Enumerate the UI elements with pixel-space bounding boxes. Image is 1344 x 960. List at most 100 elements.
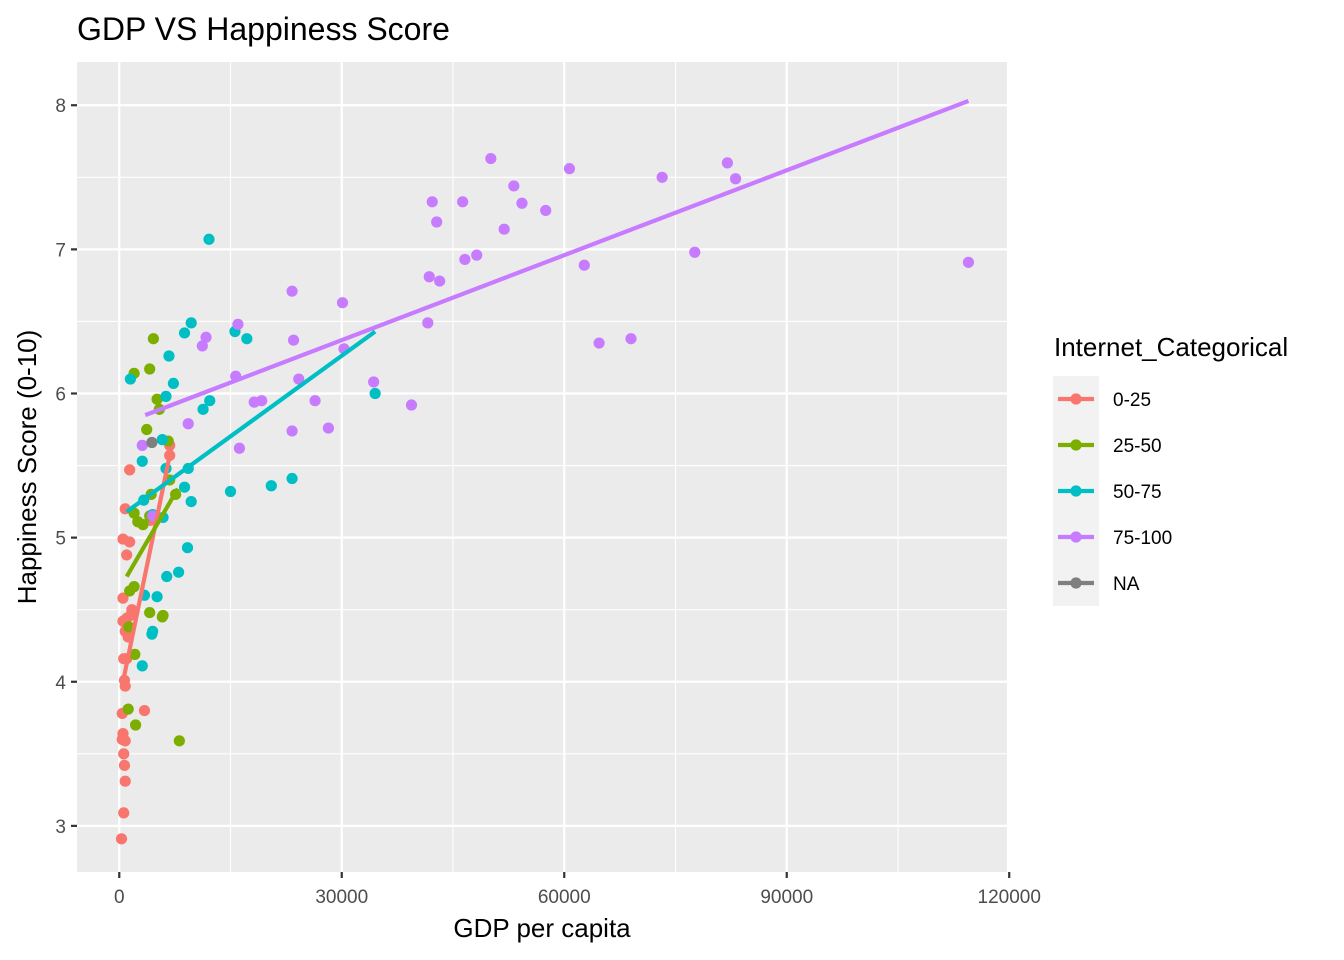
data-point (124, 464, 136, 476)
legend-items: 0-25 25-50 50-75 75-100 NA (1053, 376, 1172, 606)
legend: Internet_Categorical 0-25 25-50 50-75 75-10… (1053, 332, 1288, 606)
legend-key-point (1070, 439, 1082, 451)
data-point (173, 566, 185, 578)
data-point (129, 648, 141, 660)
legend-label: 50-75 (1113, 482, 1162, 503)
data-point (185, 317, 197, 329)
data-point (593, 337, 605, 349)
data-point (160, 390, 172, 402)
data-point (178, 481, 191, 493)
data-point (124, 373, 136, 385)
x-tick-label: 90000 (760, 887, 813, 908)
data-point (167, 377, 180, 390)
data-point (118, 807, 130, 819)
legend-key-point (1070, 393, 1082, 405)
data-point (185, 495, 197, 508)
legend-key-point (1070, 531, 1082, 543)
data-point (422, 317, 434, 329)
data-point (265, 480, 277, 492)
minor-gridlines (77, 62, 1007, 872)
data-point (336, 297, 349, 309)
x-tick-label: 0 (114, 887, 125, 908)
trend-line (144, 98, 970, 418)
trend-line (125, 329, 377, 514)
data-point (157, 609, 169, 622)
legend-title: Internet_Categorical (1054, 332, 1288, 362)
data-point (309, 395, 321, 407)
data-point (119, 775, 131, 787)
plot-panel (77, 62, 1007, 872)
data-point (233, 442, 246, 454)
data-point (197, 403, 209, 415)
legend-label: 0-25 (1113, 390, 1151, 411)
data-point (287, 334, 300, 346)
data-point (129, 719, 142, 731)
data-point (431, 216, 443, 228)
data-point (293, 373, 305, 385)
data-point (729, 173, 742, 185)
data-point (136, 660, 148, 672)
chart-title: GDP VS Happiness Score (77, 11, 450, 47)
data-point (147, 333, 159, 345)
legend-key-point (1070, 577, 1082, 589)
data-point (156, 434, 168, 446)
data-point (516, 197, 528, 209)
data-point (540, 204, 552, 217)
legend-label: 75-100 (1113, 528, 1172, 549)
x-axis-ticks: 0 30000 60000 90000 120000 (114, 872, 1041, 908)
data-point (423, 271, 435, 283)
y-axis-title: Happiness Score (0-10) (12, 330, 42, 605)
data-point (203, 233, 215, 245)
y-axis-ticks: 3 4 5 6 7 8 (55, 96, 77, 838)
data-point (656, 171, 668, 183)
data-point (173, 735, 185, 747)
data-point (286, 425, 298, 437)
data-point (721, 157, 734, 169)
data-point (122, 703, 134, 715)
y-tick-label: 6 (55, 384, 66, 405)
data-point (117, 533, 129, 545)
major-gridlines (77, 62, 1011, 872)
y-tick-label: 4 (55, 673, 66, 694)
data-point (286, 472, 298, 485)
data-point (232, 318, 244, 330)
data-point (117, 592, 129, 604)
legend-label: 25-50 (1113, 436, 1162, 457)
y-tick-label: 7 (55, 240, 66, 261)
data-point (563, 163, 576, 175)
data-point (689, 246, 701, 258)
data-point (118, 759, 131, 771)
data-point (161, 570, 173, 583)
data-point (508, 180, 520, 192)
x-tick-label: 120000 (978, 887, 1041, 908)
data-point (118, 748, 130, 760)
data-point (178, 327, 191, 339)
data-point (151, 393, 163, 405)
data-point (126, 604, 138, 616)
data-point (132, 516, 144, 528)
data-point (485, 152, 497, 165)
data-point (498, 223, 510, 235)
x-tick-label: 30000 (315, 887, 368, 908)
data-point (147, 625, 159, 637)
data-point (405, 399, 418, 411)
trend-line (124, 487, 180, 578)
data-point (141, 423, 153, 436)
data-point (136, 439, 148, 451)
data-point (146, 436, 158, 449)
legend-label: NA (1113, 574, 1140, 595)
data-point (224, 485, 237, 498)
data-point (426, 196, 438, 208)
data-point (163, 350, 175, 362)
data-point (434, 275, 446, 287)
data-point (368, 376, 380, 388)
data-point (196, 340, 208, 352)
data-point (204, 395, 216, 407)
data-point (459, 253, 471, 266)
data-point (625, 333, 637, 345)
x-axis-title: GDP per capita (453, 913, 631, 943)
data-point (117, 728, 129, 740)
data-point (322, 422, 335, 434)
data-point (962, 256, 975, 268)
